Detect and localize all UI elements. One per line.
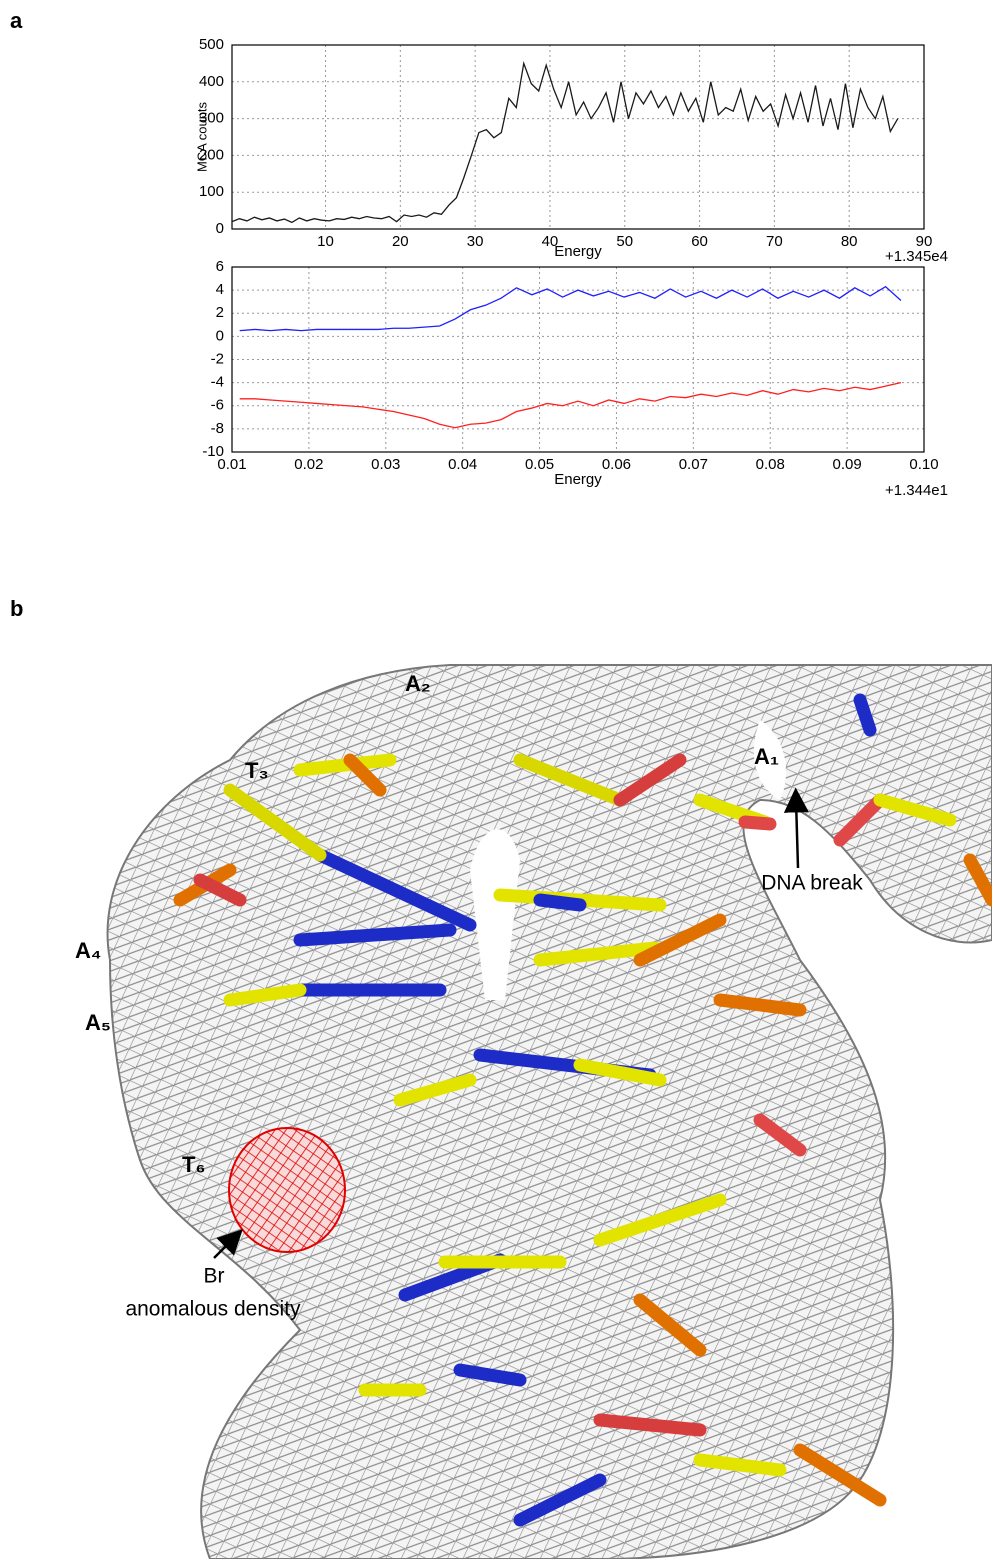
- y-tick-label: -6: [211, 397, 224, 414]
- structure-image: [106, 664, 992, 1560]
- x-tick-label: 0.07: [679, 456, 708, 473]
- panel-label: b: [10, 596, 23, 621]
- y-tick-label: 2: [216, 304, 224, 321]
- x-tick-label: 60: [691, 233, 708, 250]
- y-tick-label: 4: [216, 281, 224, 298]
- residue-label: A₅: [85, 1010, 111, 1035]
- y-tick-label: 300: [199, 110, 224, 127]
- x-tick-label: 0.05: [525, 456, 554, 473]
- x-tick-label: 70: [766, 233, 783, 250]
- x-tick-label: 0.04: [448, 456, 477, 473]
- x-tick-label: 40: [542, 233, 559, 250]
- x-tick-label: 80: [841, 233, 858, 250]
- y-tick-label: -8: [211, 420, 224, 437]
- x-tick-label: 90: [916, 233, 933, 250]
- x-tick-label: 0.10: [909, 456, 938, 473]
- residue-label: T₃: [245, 758, 269, 783]
- x-tick-label: 0.01: [217, 456, 246, 473]
- y-tick-label: 100: [199, 183, 224, 200]
- data-line: [231, 60, 899, 224]
- panel-label: a: [10, 8, 23, 33]
- y-axis-label: MCA counts: [194, 101, 209, 172]
- y-tick-label: 0: [216, 220, 224, 237]
- x-offset-label: +1.344e1: [885, 482, 948, 499]
- x-axis-label: Energy: [554, 243, 602, 260]
- x-tick-label: 20: [392, 233, 409, 250]
- y-tick-label: 400: [199, 73, 224, 90]
- y-tick-label: 0: [216, 327, 224, 344]
- residue-label: T₆: [182, 1152, 205, 1177]
- x-tick-label: 30: [467, 233, 484, 250]
- x-tick-label: 50: [616, 233, 633, 250]
- x-tick-label: 0.02: [294, 456, 323, 473]
- y-tick-label: 6: [216, 258, 224, 275]
- residue-label: A₄: [75, 938, 101, 963]
- annotation: Br: [204, 1265, 225, 1288]
- x-tick-label: 10: [317, 233, 334, 250]
- residue-label: A₂: [405, 671, 431, 696]
- data-line: [239, 285, 902, 332]
- y-tick-label: -10: [202, 443, 224, 460]
- x-tick-label: 0.09: [833, 456, 862, 473]
- plot-frame: [231, 44, 925, 230]
- x-axis-label: Energy: [554, 471, 602, 488]
- y-tick-label: 500: [199, 36, 224, 53]
- annotation: DNA break: [761, 872, 863, 895]
- data-line: [239, 381, 902, 429]
- x-tick-label: 0.08: [756, 456, 785, 473]
- annotation: anomalous density: [125, 1298, 301, 1321]
- y-tick-label: -4: [211, 374, 224, 391]
- y-tick-label: 200: [199, 146, 224, 163]
- x-tick-label: 0.06: [602, 456, 631, 473]
- x-offset-label: +1.345e4: [885, 248, 948, 265]
- plot-frame: [231, 266, 925, 453]
- residue-label: A₁: [754, 744, 779, 769]
- x-tick-label: 0.03: [371, 456, 400, 473]
- y-tick-label: -2: [211, 350, 224, 367]
